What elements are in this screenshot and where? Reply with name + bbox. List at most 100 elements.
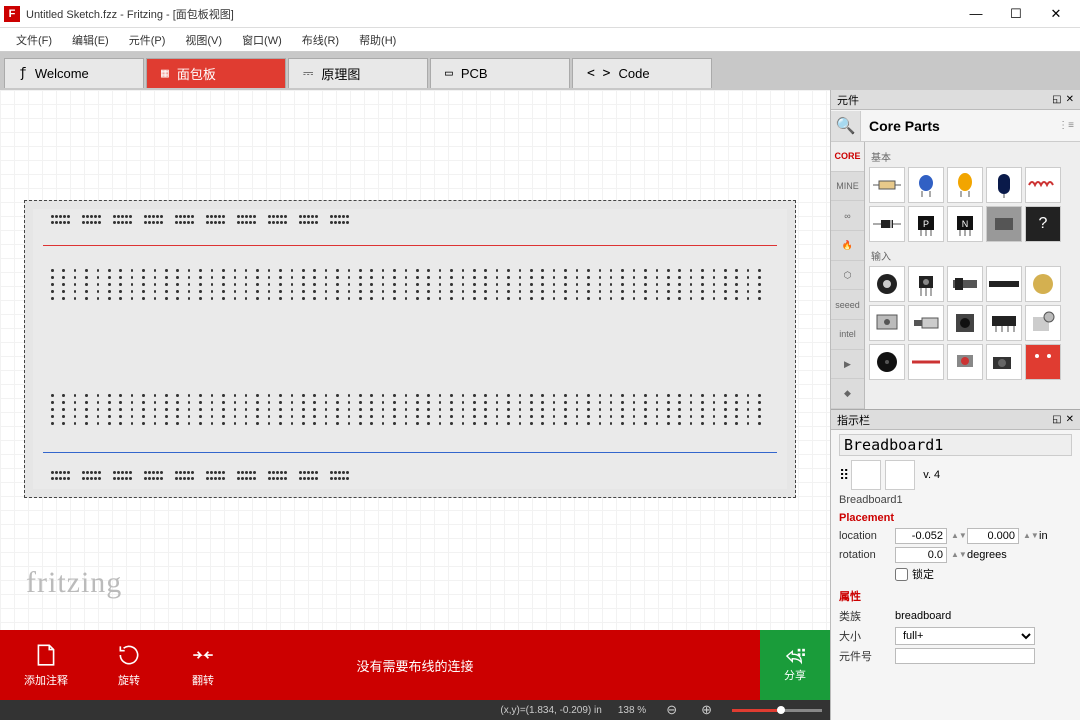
object-subtitle: Breadboard1	[839, 494, 1072, 506]
bin-tab[interactable]: ▶	[831, 350, 864, 380]
location-x-input[interactable]	[895, 528, 947, 544]
location-y-input[interactable]	[967, 528, 1019, 544]
version-label: v. 4	[923, 469, 940, 481]
lock-checkbox[interactable]	[895, 568, 908, 581]
bin-tab[interactable]: ∞	[831, 201, 864, 231]
bin-tab[interactable]: ⬡	[831, 261, 864, 291]
size-select[interactable]: full+	[895, 627, 1035, 645]
grid-icon: ▦	[161, 66, 169, 81]
undock-icon[interactable]: ◱	[1052, 414, 1061, 425]
bin-tab[interactable]: seeed	[831, 290, 864, 320]
part-button[interactable]	[947, 305, 983, 341]
spinner-icon[interactable]: ▲▼	[1023, 533, 1035, 539]
menu-help[interactable]: 帮助(H)	[349, 30, 406, 50]
menu-route[interactable]: 布线(R)	[292, 30, 349, 50]
part-motor[interactable]	[947, 344, 983, 380]
part-npn[interactable]: N	[947, 206, 983, 242]
part-diode[interactable]	[869, 206, 905, 242]
spinner-icon[interactable]: ▲▼	[951, 533, 963, 539]
object-name[interactable]: Breadboard1	[839, 434, 1072, 456]
part-buzzer[interactable]	[869, 344, 905, 380]
family-value: breadboard	[895, 610, 951, 622]
tab-pcb[interactable]: ▭PCB	[430, 58, 570, 88]
family-label: 类族	[839, 608, 891, 624]
part-wire[interactable]	[908, 344, 944, 380]
part-ic[interactable]	[986, 206, 1022, 242]
part-capacitor[interactable]	[908, 167, 944, 203]
board-icon: ▭	[445, 66, 453, 81]
flip-icon	[190, 642, 216, 668]
tab-breadboard[interactable]: ▦面包板	[146, 58, 286, 88]
flip-button[interactable]: 翻转	[166, 642, 240, 688]
undock-icon[interactable]: ◱	[1052, 94, 1061, 105]
menubar: 文件(F) 编辑(E) 元件(P) 视图(V) 窗口(W) 布线(R) 帮助(H…	[0, 28, 1080, 52]
canvas[interactable]: fritzing	[0, 90, 830, 630]
rotate-button[interactable]: 旋转	[92, 642, 166, 688]
menu-edit[interactable]: 编辑(E)	[62, 30, 119, 50]
minimize-button[interactable]: —	[956, 1, 996, 27]
share-button[interactable]: 分享	[760, 630, 830, 700]
part-battery[interactable]	[986, 167, 1022, 203]
menu-window[interactable]: 窗口(W)	[232, 30, 292, 50]
part-sensor[interactable]	[1025, 305, 1061, 341]
tab-code[interactable]: < >Code	[572, 58, 712, 88]
bin-tab[interactable]: 🔥	[831, 231, 864, 261]
schematic-thumb[interactable]	[885, 460, 915, 490]
menu-parts[interactable]: 元件(P)	[119, 30, 176, 50]
maximize-button[interactable]: ☐	[996, 1, 1036, 27]
part-pot[interactable]	[908, 266, 944, 302]
close-button[interactable]: ✕	[1036, 1, 1076, 27]
partno-input[interactable]	[895, 648, 1035, 664]
part-switch[interactable]	[947, 266, 983, 302]
rotation-unit: degrees	[967, 549, 1007, 561]
panel-close-icon[interactable]: ✕	[1066, 414, 1074, 425]
svg-text:P: P	[923, 219, 929, 229]
spinner-icon[interactable]: ▲▼	[951, 552, 963, 558]
part-led[interactable]	[947, 167, 983, 203]
dots-icon: ⠿	[839, 467, 847, 484]
coordinates: (x,y)=(1.834, -0.209) in	[500, 705, 601, 716]
part-relay[interactable]	[869, 305, 905, 341]
part-jack[interactable]	[908, 305, 944, 341]
zoom-out-button[interactable]: ⊖	[662, 702, 681, 718]
zoom-in-button[interactable]: ⊕	[697, 702, 716, 718]
part-pnp[interactable]: P	[908, 206, 944, 242]
part-camera[interactable]	[986, 344, 1022, 380]
attrs-heading: 属性	[839, 588, 1072, 604]
bin-title: Core Parts	[861, 118, 1052, 134]
part-board[interactable]	[1025, 344, 1061, 380]
part-header[interactable]	[986, 266, 1022, 302]
lock-label: 锁定	[912, 566, 934, 582]
part-mystery[interactable]: ?	[1025, 206, 1061, 242]
code-icon: < >	[587, 66, 610, 81]
placement-heading: Placement	[839, 512, 1072, 524]
part-inductor[interactable]	[1025, 167, 1061, 203]
rotation-input[interactable]	[895, 547, 947, 563]
share-icon	[784, 647, 806, 665]
icon-thumb[interactable]	[851, 460, 881, 490]
part-dip[interactable]	[986, 305, 1022, 341]
rotation-label: rotation	[839, 549, 891, 561]
tab-schematic[interactable]: ⎓原理图	[288, 58, 428, 88]
titlebar: F Untitled Sketch.fzz - Fritzing - [面包板视…	[0, 0, 1080, 28]
part-resistor[interactable]	[869, 167, 905, 203]
zoom-slider[interactable]	[732, 709, 822, 712]
bin-tab[interactable]: CORE	[831, 142, 864, 172]
size-label: 大小	[839, 628, 891, 644]
panel-close-icon[interactable]: ✕	[1066, 94, 1074, 105]
search-icon[interactable]: 🔍	[831, 111, 861, 141]
breadboard-component[interactable]	[24, 200, 796, 498]
bin-tab[interactable]: MINE	[831, 172, 864, 202]
zoom-readout: 138 %	[618, 705, 646, 716]
tab-welcome[interactable]: ƒWelcome	[4, 58, 144, 88]
menu-file[interactable]: 文件(F)	[6, 30, 62, 50]
bin-tab[interactable]: intel	[831, 320, 864, 350]
add-note-button[interactable]: 添加注释	[0, 642, 92, 688]
bin-menu-icon[interactable]: ⋮≡	[1052, 120, 1080, 131]
bin-tab[interactable]: ◆	[831, 379, 864, 409]
rotate-icon	[116, 642, 142, 668]
part-speaker[interactable]	[869, 266, 905, 302]
part-coin[interactable]	[1025, 266, 1061, 302]
menu-view[interactable]: 视图(V)	[175, 30, 232, 50]
location-label: location	[839, 530, 891, 542]
